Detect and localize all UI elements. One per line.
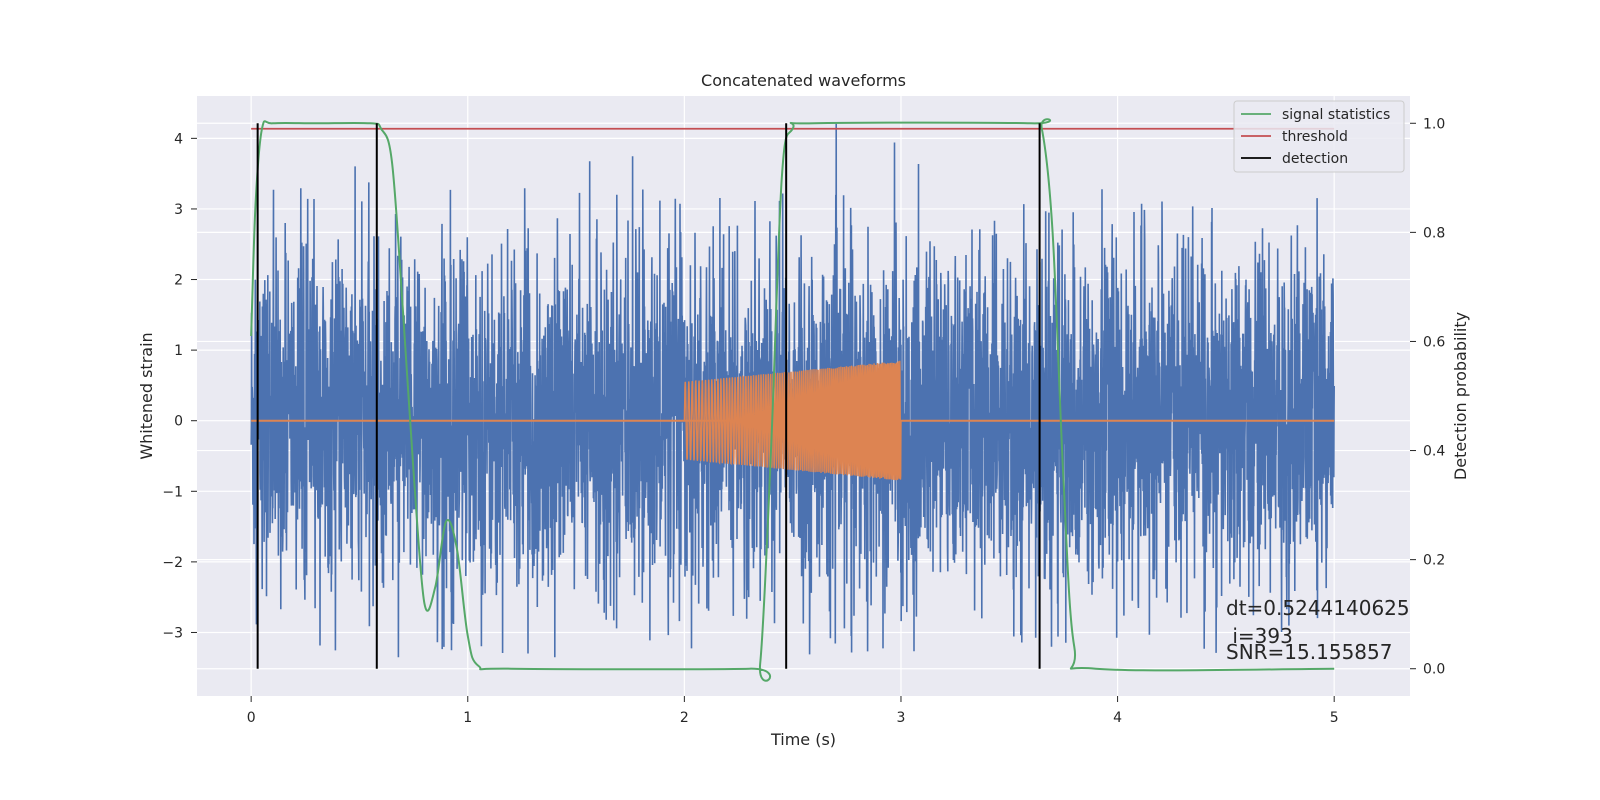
y2-tick-label: 0.4 [1423, 444, 1445, 460]
y-tick-label: 4 [174, 131, 183, 147]
y-tick-label: −1 [162, 484, 183, 500]
legend: signal statistics threshold detection [1233, 100, 1405, 173]
y-tick-label: 2 [174, 273, 183, 289]
y-axis-label: Whitened strain [137, 332, 156, 459]
x-axis-label: Time (s) [770, 730, 836, 749]
x-tick-label: 4 [1113, 710, 1122, 726]
axes: 0 1 2 3 4 5 −3 −2 −1 0 1 2 3 4 0.0 0.2 0.4 0.6 0.8 1.0 [162, 116, 1445, 726]
y2-tick-label: 1.0 [1423, 116, 1445, 132]
y-tick-label: −2 [162, 555, 183, 571]
legend-label-threshold: threshold [1282, 129, 1348, 145]
legend-label-detection: detection [1282, 151, 1348, 167]
y2-tick-label: 0.2 [1423, 553, 1445, 569]
y2-tick-label: 0.6 [1423, 334, 1445, 350]
y-tick-label: 1 [174, 343, 183, 359]
y2-tick-label: 0.0 [1423, 662, 1445, 678]
y-tick-label: −3 [162, 625, 183, 641]
y-tick-label: 3 [174, 202, 183, 218]
y2-axis-label: Detection probability [1451, 312, 1470, 480]
x-tick-label: 5 [1330, 710, 1339, 726]
annotation-dt: dt=0.5244140625 [1226, 596, 1410, 620]
legend-box [1233, 100, 1405, 173]
x-tick-label: 0 [247, 710, 256, 726]
chart-title: Concatenated waveforms [701, 71, 906, 90]
x-tick-label: 3 [897, 710, 906, 726]
legend-label-signal-statistics: signal statistics [1282, 107, 1390, 123]
annotation-i: i=393 [1226, 624, 1293, 648]
y2-tick-label: 0.8 [1423, 225, 1445, 241]
x-tick-label: 2 [680, 710, 689, 726]
signal-chirp-line [683, 360, 902, 481]
signal-statistics-line [250, 118, 1335, 682]
x-tick-label: 1 [463, 710, 472, 726]
annotation-snr: SNR=15.155857 [1226, 640, 1392, 664]
y-tick-label: 0 [174, 414, 183, 430]
plot-area [250, 118, 1335, 682]
